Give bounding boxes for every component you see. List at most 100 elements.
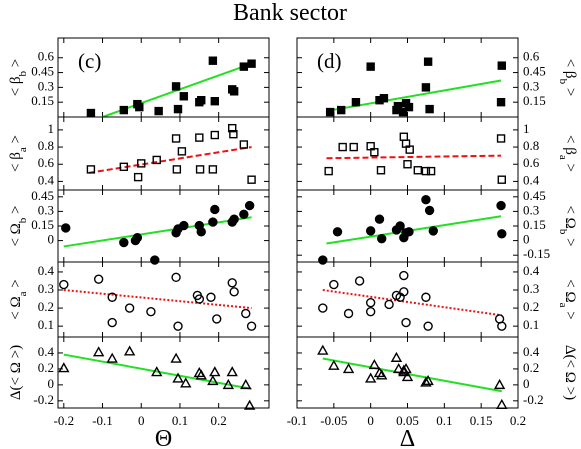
point <box>93 274 104 284</box>
panel-frame <box>57 189 270 263</box>
point <box>208 56 218 65</box>
point <box>384 299 394 310</box>
y-tick-label: 0.8 <box>38 138 54 153</box>
point <box>376 369 388 380</box>
y-axis-label-part: a <box>557 155 569 160</box>
point <box>413 166 423 175</box>
y-tick-label: 0.45 <box>523 64 546 79</box>
y-axis-label-part: Δ(< Ω >) <box>8 345 24 400</box>
panel: 0.4 0.6 0.8 1 < βa > <box>296 116 578 191</box>
y-tick-label: 0.45 <box>31 188 54 203</box>
y-axis-label-part: < Ω <box>562 279 578 302</box>
point <box>325 107 335 117</box>
point <box>119 162 129 172</box>
point <box>226 366 238 377</box>
point <box>107 317 117 328</box>
point <box>58 362 70 373</box>
point <box>318 303 328 313</box>
point <box>229 287 239 297</box>
point <box>172 372 184 383</box>
point <box>229 214 239 224</box>
x-tick-label: 0.2 <box>510 413 526 428</box>
point <box>119 105 129 115</box>
chart-title: Bank sector <box>233 0 347 26</box>
point <box>376 166 386 175</box>
point <box>337 105 346 115</box>
y-tick-label: 1 <box>523 121 530 136</box>
point <box>207 374 219 386</box>
point <box>107 292 117 302</box>
x-tick-label: -0.1 <box>287 413 308 428</box>
point <box>210 204 220 215</box>
y-axis-label-part: a <box>17 147 29 152</box>
y-tick-label: 0.3 <box>38 78 54 93</box>
point <box>497 229 507 239</box>
panel: 0.4 0.6 0.8 1 < βa > <box>8 116 270 191</box>
y-axis-label-part: b <box>17 70 29 76</box>
point <box>177 147 187 156</box>
panel-frame <box>57 336 270 409</box>
point <box>222 378 235 390</box>
x-tick-label: 0.1 <box>436 413 452 428</box>
point <box>210 130 219 140</box>
x-tick-label: 0.1 <box>172 413 188 428</box>
y-axis-label-part: > <box>8 135 24 147</box>
y-axis-label-part: b <box>557 79 569 85</box>
fit-line <box>322 357 502 393</box>
point <box>400 362 412 374</box>
y-axis-label: < Ωa > <box>557 279 578 319</box>
point <box>421 166 431 176</box>
y-axis-label: < βb > <box>8 59 29 97</box>
panel: 0.150.30.450.6 (d) < βb > <box>296 37 578 118</box>
point <box>398 107 408 117</box>
point <box>421 83 431 92</box>
point <box>61 223 71 233</box>
point <box>403 160 412 169</box>
point <box>195 369 207 380</box>
point <box>195 165 205 174</box>
y-tick-label: 0.15 <box>31 217 54 232</box>
point <box>86 165 96 174</box>
y-axis-label-part: Δ(< Ω >) <box>562 345 578 400</box>
y-tick-label: 0.8 <box>523 138 539 153</box>
fit-line <box>88 146 252 174</box>
y-tick-label: 0.3 <box>523 281 539 296</box>
fit-line <box>326 215 502 245</box>
point <box>229 129 238 139</box>
y-axis-label-part: > <box>8 59 24 71</box>
y-axis-label-part: > <box>562 308 578 320</box>
fit-line <box>63 216 252 248</box>
y-axis-label-part: < β <box>8 152 24 172</box>
point <box>229 87 239 96</box>
point <box>137 159 146 168</box>
y-tick-label: 0.4 <box>523 344 540 359</box>
point <box>196 227 206 237</box>
y-tick-label: 0.6 <box>523 155 540 170</box>
point <box>241 308 251 319</box>
point <box>425 104 434 114</box>
point <box>244 200 255 211</box>
point <box>239 209 249 220</box>
panel: 0.150.30.450.6 (c) < βb > <box>8 37 270 118</box>
point <box>243 399 256 410</box>
point <box>497 321 507 331</box>
y-axis-label-part: > <box>562 160 578 172</box>
point <box>393 101 403 111</box>
point <box>373 366 386 378</box>
point <box>210 96 219 106</box>
point <box>247 59 256 68</box>
point <box>208 217 218 227</box>
panel: 00.150.30.45< Ωb > <box>8 188 270 265</box>
y-tick-label: 0.2 <box>523 360 539 375</box>
y-tick-label: 0.1 <box>38 317 54 332</box>
point <box>228 123 237 133</box>
point <box>197 96 206 105</box>
fit-line <box>326 79 502 113</box>
point <box>405 145 414 154</box>
point <box>317 344 329 355</box>
point <box>401 370 414 382</box>
fit-line <box>322 289 502 317</box>
point <box>329 279 339 290</box>
y-axis-label-part: < β <box>562 59 578 79</box>
